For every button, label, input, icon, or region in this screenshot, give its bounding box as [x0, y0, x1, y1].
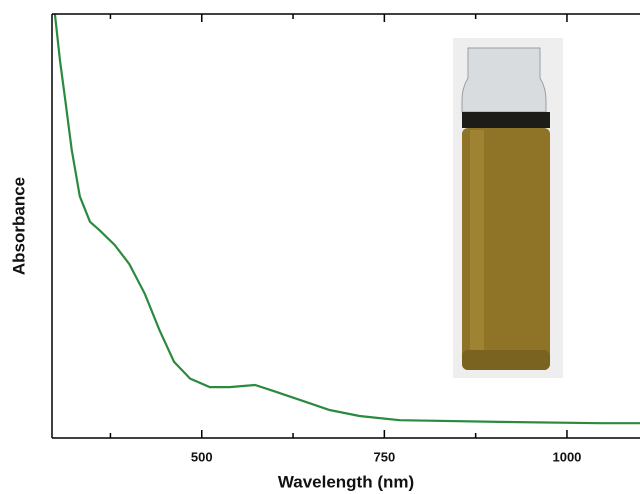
x-tick-label: 750 [373, 449, 395, 464]
x-tick-label: 1000 [552, 449, 581, 464]
x-axis-title: Wavelength (nm) [278, 472, 414, 491]
spectrum-line [53, 13, 640, 425]
vial-photo [453, 38, 563, 378]
x-tick-label: 500 [191, 449, 213, 464]
axes-frame [51, 13, 640, 439]
y-axis-title: Absorbance [9, 177, 28, 275]
